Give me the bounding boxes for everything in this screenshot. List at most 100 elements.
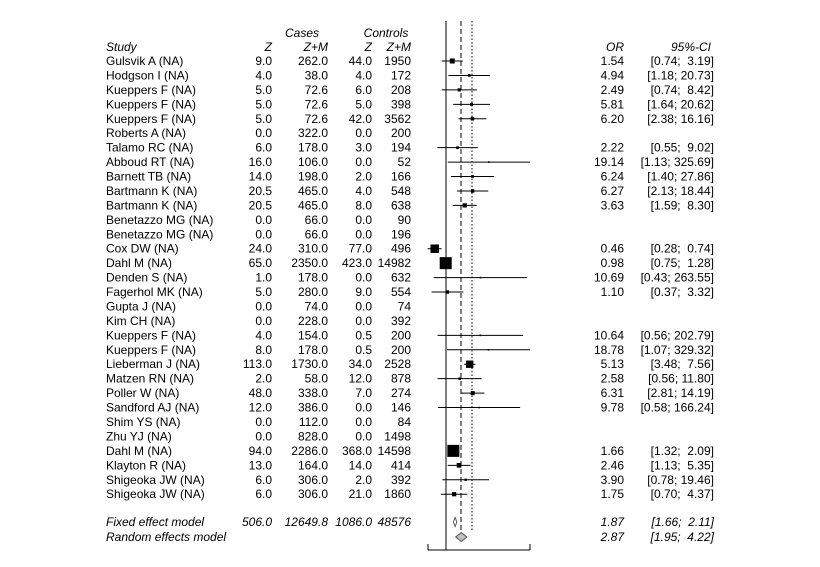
cell-zm-cases: 322.0 [298,126,328,140]
effect-square [478,406,480,409]
cell-zm-controls: 392 [391,314,411,328]
study-row: Matzen RN (NA) 2.0 58.0 12.0 878 2.58 [0.56; 1… [106,372,714,386]
study-row: Benetazzo MG (NA) 0.0 66.0 0.0 90 [106,213,411,227]
study-row: Bartmann K (NA) 20.5 465.0 8.0 638 3.63 [1.59;… [106,198,714,212]
study-row: Kueppers F (NA) 5.0 72.6 42.0 3562 6.20 [2.38;… [106,112,714,126]
cell-ci-text: [2.38; 16.16] [647,112,714,126]
study-row: Shigeoka JW (NA) 6.0 306.0 2.0 392 3.90 [0.78;… [106,473,714,487]
effect-square [449,58,455,64]
cell-z-cases: 0.0 [255,415,272,429]
summary-ci-text: [1.66; 2.11] [651,515,715,529]
cell-z-cases: 0.0 [255,126,272,140]
cell-or-text: 5.81 [601,97,625,111]
cell-or-text: 9.78 [601,401,625,415]
cell-ci-text: [0.55; 9.02] [651,141,714,155]
cell-zm-controls: 208 [391,83,411,97]
cell-ci-text: [1.32; 2.09] [651,444,714,458]
effect-square [451,492,457,497]
summary-or-text: 1.87 [601,515,626,529]
cell-z-cases: 5.0 [255,285,272,299]
cell-z-cases: 94.0 [249,444,273,458]
study-row: Dahl M (NA) 94.0 2286.0 368.0 14598 1.66 [1.32… [106,444,714,458]
cell-ci-text: [0.58; 166.24] [641,401,714,415]
study-row: Abboud RT (NA) 16.0 106.0 0.0 52 19.14 [1.13; … [106,155,714,169]
cell-zm-cases: 198.0 [298,170,328,184]
cell-or-text: 6.27 [601,184,625,198]
study-name: Poller W (NA) [106,386,179,400]
cell-z-controls: 0.0 [355,401,372,415]
study-row: Cox DW (NA) 24.0 310.0 77.0 496 0.46 [0.28; 0.… [106,242,714,256]
cell-z-controls: 0.0 [355,415,372,429]
cell-z-controls: 0.5 [355,343,372,357]
cell-zm-controls: 1498 [384,429,411,443]
study-row: Bartmann K (NA) 20.5 465.0 4.0 548 6.27 [2.13;… [106,184,714,198]
cell-ci-text: [0.37; 3.32] [651,285,714,299]
effect-square [456,462,462,468]
cell-ci-text: [1.18; 20.73] [647,68,714,82]
effect-square [470,102,474,106]
cell-zm-cases: 58.0 [305,372,329,386]
study-name: Bartmann K (NA) [106,198,197,212]
cell-or-text: 0.46 [601,242,625,256]
summary-ci-text: [1.95; 4.22] [650,530,715,544]
study-row: Barnett TB (NA) 14.0 198.0 2.0 166 6.24 [1.40;… [106,170,714,184]
cell-zm-cases: 465.0 [298,198,328,212]
study-row: Shim YS (NA) 0.0 112.0 0.0 84 [106,415,411,429]
study-name: Kueppers F (NA) [106,343,196,357]
cell-z-cases: 6.0 [255,473,272,487]
header-zm-controls: Z+M [386,40,411,54]
summary-row: Fixed effect model 506.0 12649.8 1086.0 4857… [106,515,715,529]
study-name: Benetazzo MG (NA) [106,227,213,241]
cell-z-controls: 6.0 [355,83,372,97]
cell-zm-controls: 172 [391,68,411,82]
cell-or-text: 18.78 [594,343,624,357]
cell-zm-cases: 338.0 [298,386,328,400]
cell-z-controls: 0.0 [355,299,372,313]
cell-z-controls: 34.0 [349,357,373,371]
study-row: Shigeoka JW (NA) 6.0 306.0 21.0 1860 1.75 [0.7… [106,487,714,501]
study-name: Bartmann K (NA) [106,184,197,198]
header-z-cases: Z [264,40,273,54]
cell-z-controls: 0.0 [355,126,372,140]
cell-or-text: 1.54 [601,54,625,68]
cell-zm-cases: 164.0 [298,458,328,472]
study-row: Gulsvik A (NA) 9.0 262.0 44.0 1950 1.54 [0.74;… [106,54,714,68]
study-name: Klayton R (NA) [106,458,186,472]
cell-zm-controls: 638 [391,198,411,212]
study-name: Kueppers F (NA) [106,112,196,126]
cell-or-text: 1.66 [601,444,625,458]
cell-z-cases: 9.0 [255,54,272,68]
cell-z-controls: 4.0 [355,184,372,198]
cell-z-cases: 0.0 [255,299,272,313]
cell-z-cases: 6.0 [255,141,272,155]
cell-ci-text: [0.74; 8.42] [651,83,714,97]
study-row: Benetazzo MG (NA) 0.0 66.0 0.0 196 [106,227,411,241]
study-name: Kueppers F (NA) [106,97,196,111]
summary-zm-controls: 48576 [378,515,412,529]
cell-zm-controls: 194 [391,141,411,155]
cell-z-cases: 2.0 [255,372,272,386]
study-name: Gulsvik A (NA) [106,54,183,68]
cell-z-cases: 8.0 [255,343,272,357]
effect-square [445,290,450,294]
cell-zm-cases: 280.0 [298,285,328,299]
cell-zm-controls: 90 [398,213,412,227]
cell-z-controls: 0.0 [355,213,372,227]
cell-zm-controls: 414 [391,458,411,472]
cell-z-controls: 368.0 [342,444,372,458]
study-row: Denden S (NA) 1.0 178.0 0.0 632 10.69 [0.43; 2… [106,271,714,285]
cell-or-text: 10.69 [594,271,624,285]
effect-square [457,88,461,92]
cell-z-cases: 20.5 [249,184,273,198]
cell-zm-controls: 2528 [384,357,411,371]
study-rows: Gulsvik A (NA) 9.0 262.0 44.0 1950 1.54 [0.74;… [106,54,714,501]
cell-z-cases: 0.0 [255,314,272,328]
cell-ci-text: [2.81; 14.19] [647,386,714,400]
effect-square [466,360,474,368]
study-row: Fagerhol MK (NA) 5.0 280.0 9.0 554 1.10 [0.37;… [106,285,714,299]
study-row: Lieberman J (NA) 113.0 1730.0 34.0 2528 5.13 [… [106,357,714,371]
cell-ci-text: [1.07; 329.32] [641,343,714,357]
study-name: Fagerhol MK (NA) [106,285,203,299]
cell-z-controls: 4.0 [355,68,372,82]
cell-zm-cases: 178.0 [298,343,328,357]
